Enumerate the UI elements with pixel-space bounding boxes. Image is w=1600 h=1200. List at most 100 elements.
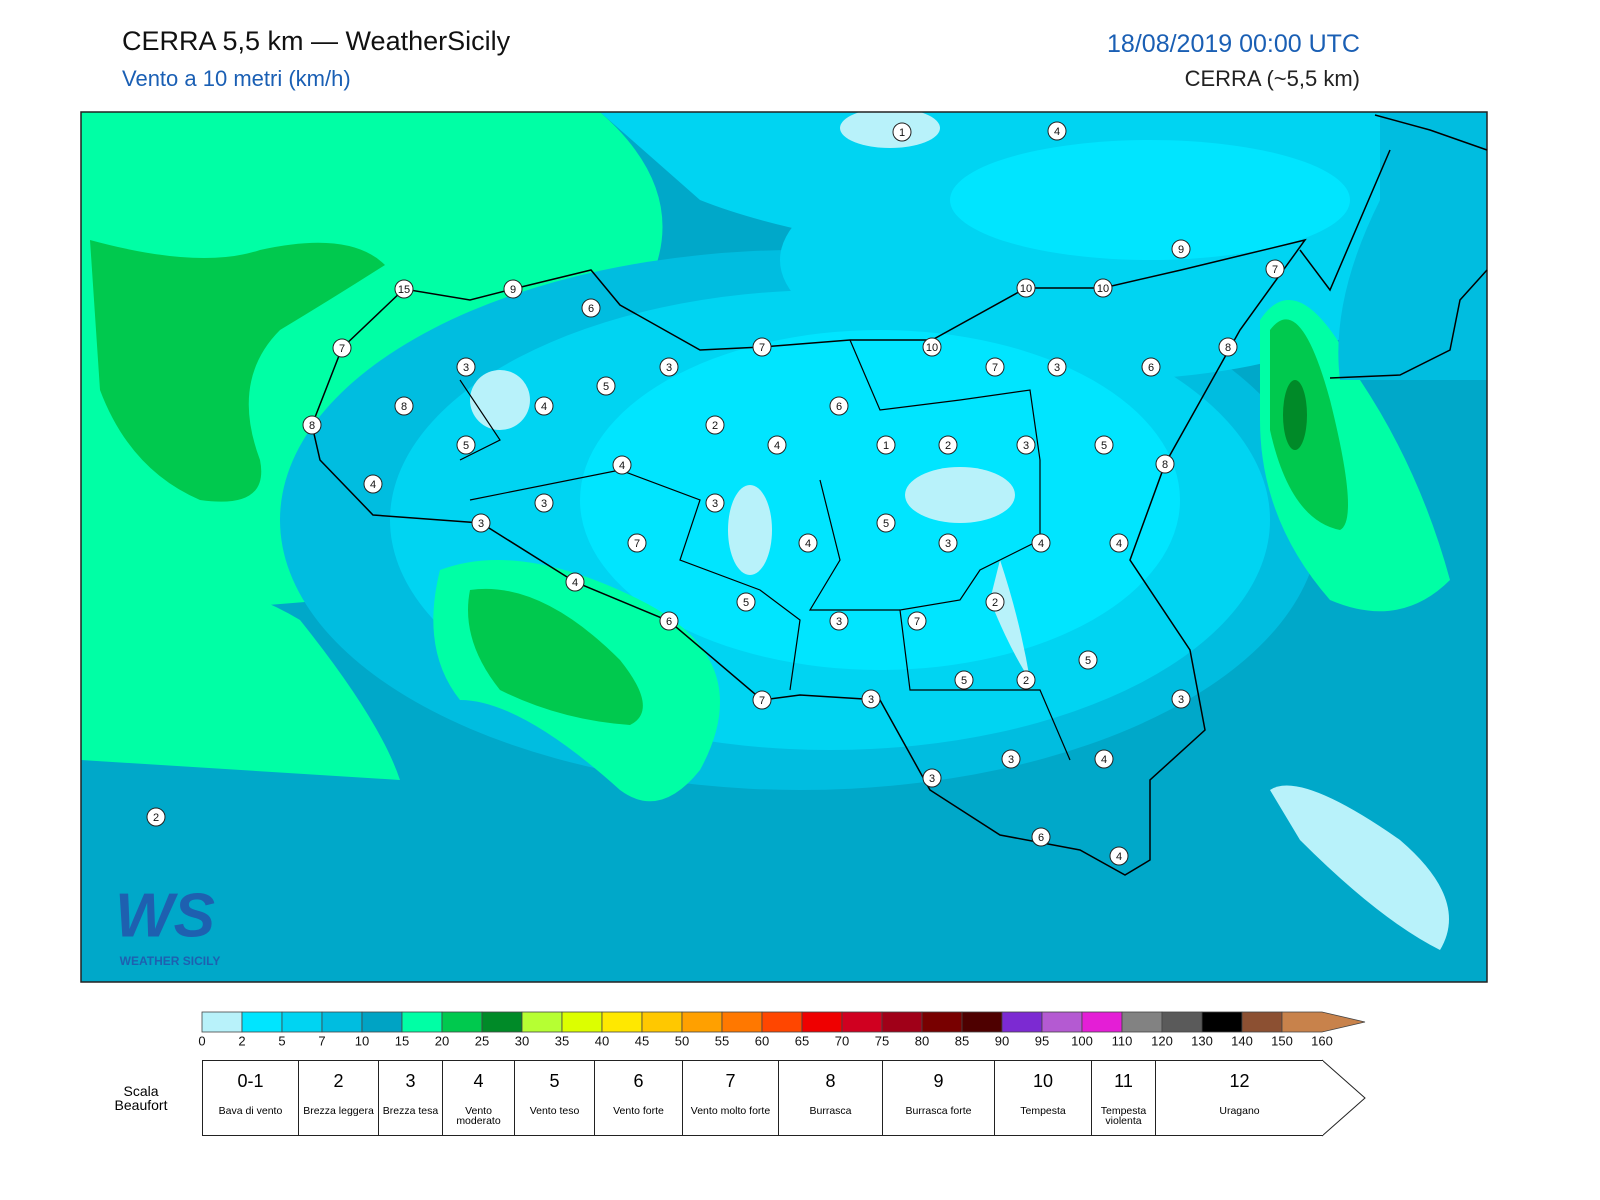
beaufort-number: 8 — [825, 1071, 836, 1091]
logo-text: WEATHER SICILY — [120, 954, 221, 968]
colorbar-tick-label: 95 — [1035, 1033, 1049, 1048]
beaufort-name: Tempesta violenta — [1100, 1105, 1147, 1127]
colorbar-swatch — [961, 1011, 1003, 1033]
station-marker — [471, 513, 491, 533]
beaufort-level: 9 Burrasca forte — [882, 1060, 995, 1136]
station-value: 1 — [899, 127, 905, 139]
logo: WS WEATHER SICILY — [115, 881, 220, 968]
station-value: 5 — [1085, 655, 1091, 667]
station-marker — [1016, 278, 1036, 298]
colorbar-swatch — [1201, 1011, 1243, 1033]
station-value: 3 — [541, 498, 547, 510]
beaufort-name: Burrasca forte — [905, 1105, 972, 1117]
station-value: 7 — [1272, 264, 1278, 276]
station-value: 4 — [1101, 754, 1107, 766]
station-marker — [1001, 749, 1021, 769]
colorbar-swatch — [241, 1011, 283, 1033]
colorbar-swatch — [321, 1011, 363, 1033]
colorbar-swatch — [1121, 1011, 1163, 1033]
station-value: 9 — [510, 284, 516, 296]
station-value: 4 — [1116, 851, 1122, 863]
beaufort-name: Tempesta — [1020, 1105, 1066, 1117]
station-value: 9 — [1178, 244, 1184, 256]
beaufort-name: Vento molto forte — [690, 1105, 771, 1117]
station-marker — [798, 533, 818, 553]
colorbar-swatch — [401, 1011, 443, 1033]
station-value: 6 — [666, 616, 672, 628]
station-marker — [892, 122, 912, 142]
logo-mark: WS — [115, 881, 215, 950]
station-value: 4 — [774, 440, 780, 452]
station-marker — [954, 670, 974, 690]
station-value: 2 — [153, 812, 159, 824]
colorbar-swatch — [1161, 1011, 1203, 1033]
colorbar-swatch — [881, 1011, 923, 1033]
station-marker — [938, 435, 958, 455]
colorbar-swatch — [481, 1011, 523, 1033]
station-marker — [659, 611, 679, 631]
station-value: 15 — [398, 284, 410, 296]
colorbar-tick-label: 10 — [355, 1033, 369, 1048]
colorbar-swatch — [1241, 1011, 1283, 1033]
beaufort-number: 4 — [473, 1071, 484, 1091]
station-marker — [1047, 357, 1067, 377]
colorbar-swatch — [521, 1011, 563, 1033]
station-value: 8 — [1225, 342, 1231, 354]
station-value: 3 — [463, 362, 469, 374]
beaufort-name: Burrasca — [809, 1105, 852, 1117]
colorbar-tick-label: 15 — [395, 1033, 409, 1048]
station-value: 7 — [759, 695, 765, 707]
beaufort-label: Scala Beaufort — [114, 1083, 168, 1113]
station-value: 4 — [1038, 538, 1044, 550]
station-value: 7 — [634, 538, 640, 550]
station-value: 5 — [463, 440, 469, 452]
station-marker — [938, 533, 958, 553]
station-value: 3 — [1008, 754, 1014, 766]
station-value: 7 — [339, 343, 345, 355]
colorbar-tick-label: 80 — [915, 1033, 929, 1048]
beaufort-level: 5 Vento teso — [514, 1060, 595, 1136]
station-value: 4 — [805, 538, 811, 550]
station-marker — [456, 357, 476, 377]
station-value: 6 — [1038, 832, 1044, 844]
colorbar-tick-label: 7 — [318, 1033, 325, 1048]
station-value: 8 — [1162, 459, 1168, 471]
station-value: 2 — [992, 597, 998, 609]
station-marker — [1155, 454, 1175, 474]
colorbar-swatch — [921, 1011, 963, 1033]
beaufort-arrow — [1321, 1059, 1366, 1137]
station-marker — [922, 337, 942, 357]
station-value: 3 — [712, 498, 718, 510]
station-marker — [534, 493, 554, 513]
station-value: 8 — [309, 420, 315, 432]
station-marker — [565, 572, 585, 592]
station-value: 5 — [1101, 440, 1107, 452]
beaufort-number: 9 — [933, 1071, 944, 1091]
station-marker — [581, 298, 601, 318]
station-value: 10 — [926, 342, 938, 354]
colorbar-tick-label: 85 — [955, 1033, 969, 1048]
station-value: 6 — [588, 303, 594, 315]
colorbar-tick-label: 100 — [1071, 1033, 1093, 1048]
station-value: 4 — [572, 577, 578, 589]
colorbar-tick-label: 120 — [1151, 1033, 1173, 1048]
beaufort-name: Brezza tesa — [382, 1105, 439, 1117]
station-marker — [752, 337, 772, 357]
beaufort-number: 0-1 — [237, 1071, 264, 1091]
station-value: 10 — [1020, 283, 1032, 295]
beaufort-number: 3 — [405, 1071, 416, 1091]
station-value: 3 — [929, 773, 935, 785]
colorbar-tick-label: 2 — [238, 1033, 245, 1048]
station-marker — [503, 279, 523, 299]
colorbar-swatch — [561, 1011, 603, 1033]
station-value: 5 — [883, 518, 889, 530]
station-marker — [627, 533, 647, 553]
station-marker — [876, 435, 896, 455]
colorbar-tick-label: 110 — [1112, 1033, 1133, 1048]
colorbar-swatch — [601, 1011, 643, 1033]
station-marker — [829, 611, 849, 631]
colorbar-arrow — [1281, 1011, 1366, 1033]
station-marker — [363, 474, 383, 494]
